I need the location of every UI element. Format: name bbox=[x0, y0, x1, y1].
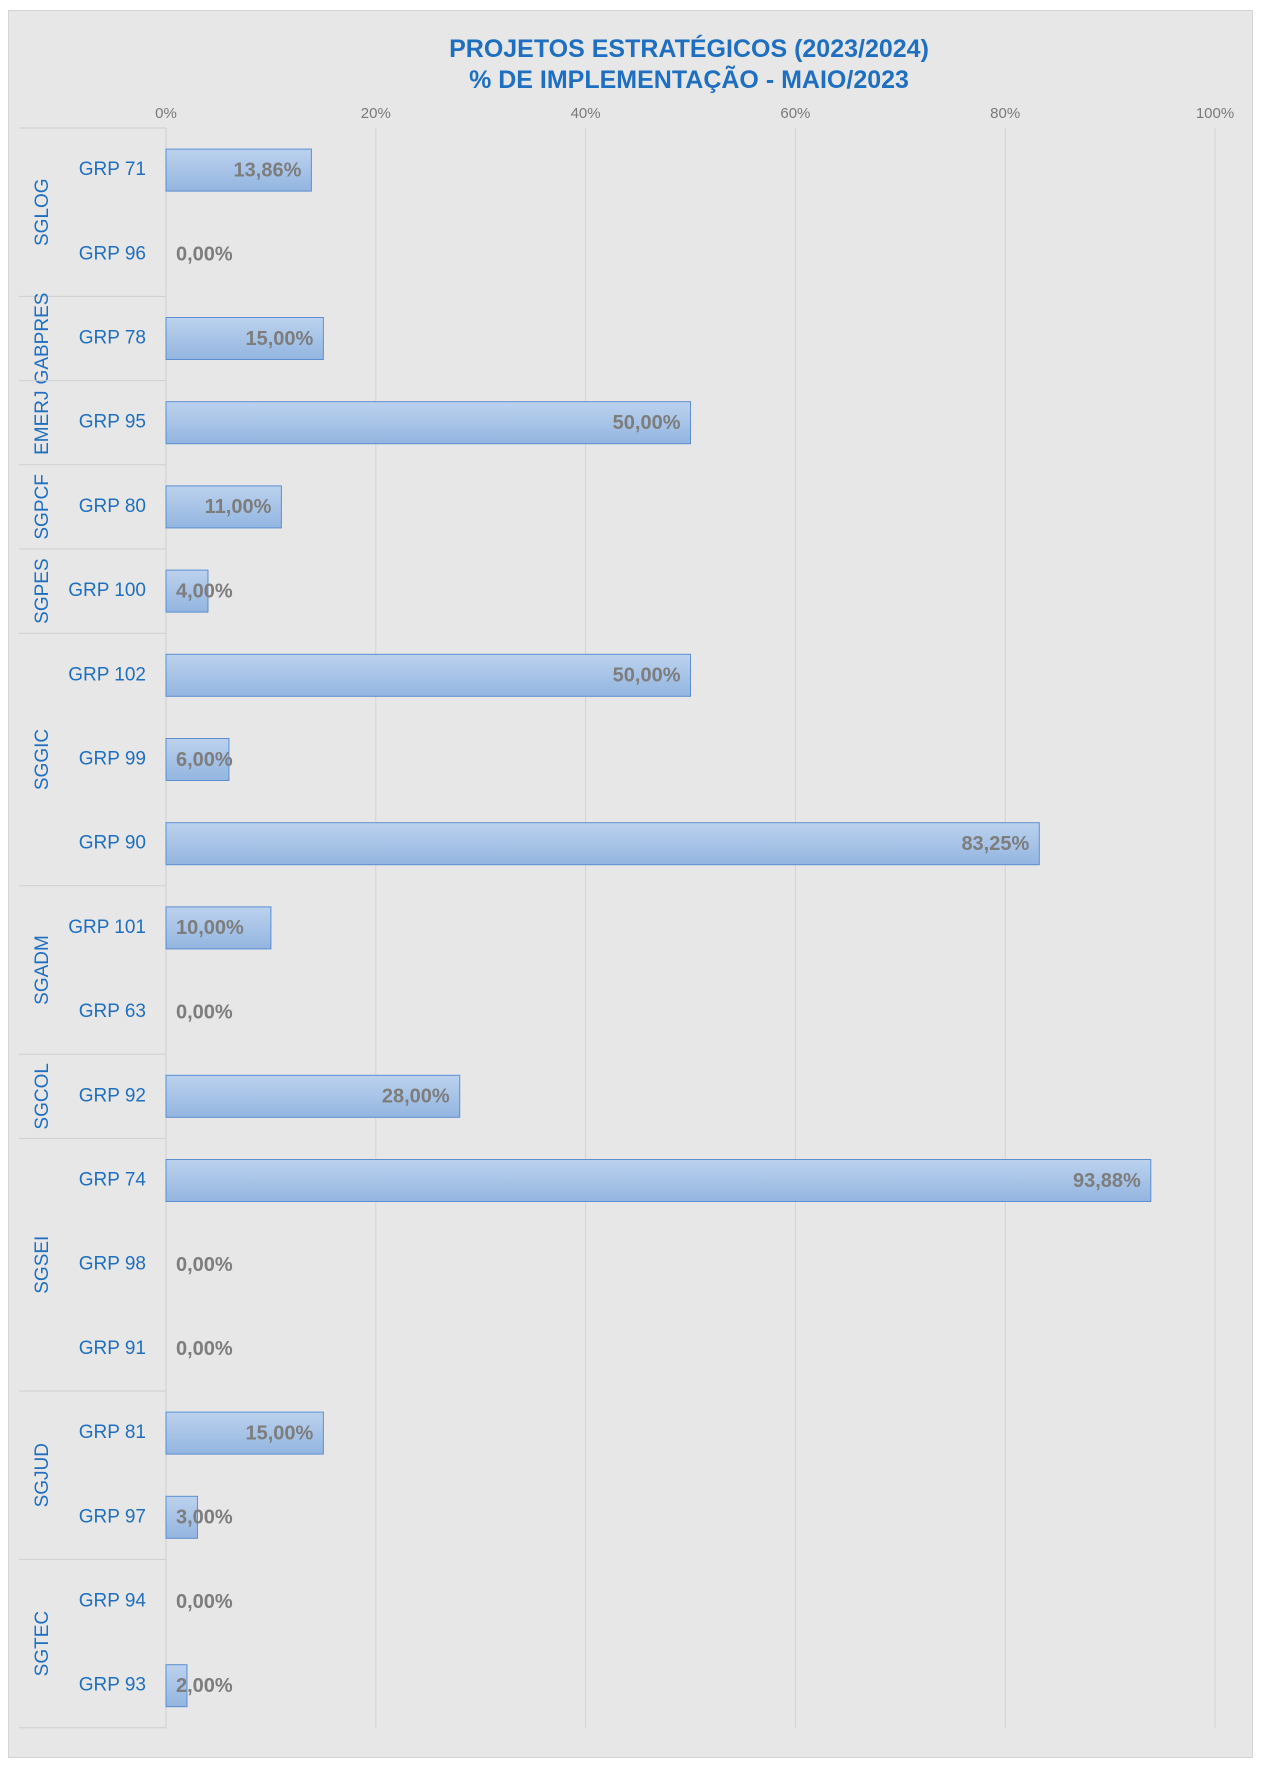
data-label: 0,00% bbox=[176, 1338, 233, 1360]
x-tick-label: 60% bbox=[780, 105, 810, 122]
group-label: SGJUD bbox=[32, 1443, 53, 1507]
data-label: 10,00% bbox=[176, 917, 244, 939]
data-label: 28,00% bbox=[382, 1086, 450, 1108]
bar bbox=[165, 1495, 198, 1539]
category-label: GRP 99 bbox=[79, 749, 146, 770]
data-label: 50,00% bbox=[613, 665, 681, 687]
data-label: 0,00% bbox=[176, 244, 233, 266]
data-label: 2,00% bbox=[176, 1675, 233, 1697]
category-label: GRP 90 bbox=[79, 833, 146, 854]
group-label: SGTEC bbox=[32, 1611, 53, 1676]
chart-title: PROJETOS ESTRATÉGICOS (2023/2024) % DE I… bbox=[449, 34, 929, 94]
x-tick-label: 40% bbox=[571, 105, 601, 122]
bar bbox=[165, 401, 691, 445]
data-label: 4,00% bbox=[176, 580, 233, 602]
data-label: 6,00% bbox=[176, 749, 233, 771]
x-tick-label: 0% bbox=[155, 105, 177, 122]
bar bbox=[165, 653, 691, 697]
group-label: SGSEI bbox=[32, 1236, 53, 1294]
chart-title-line-1: PROJETOS ESTRATÉGICOS (2023/2024) bbox=[449, 34, 929, 63]
x-tick-label: 80% bbox=[990, 105, 1020, 122]
category-label: GRP 95 bbox=[79, 412, 146, 433]
category-label: GRP 71 bbox=[79, 159, 146, 180]
group-label: SGPCF bbox=[32, 474, 53, 539]
category-label: GRP 80 bbox=[79, 496, 146, 517]
category-label: GRP 93 bbox=[79, 1675, 146, 1696]
data-label: 93,88% bbox=[1073, 1170, 1141, 1192]
category-label: GRP 101 bbox=[68, 917, 146, 938]
bar bbox=[165, 1074, 461, 1118]
category-label: GRP 100 bbox=[68, 580, 146, 601]
chart-frame: PROJETOS ESTRATÉGICOS (2023/2024) % DE I… bbox=[8, 10, 1253, 1758]
category-label: GRP 98 bbox=[79, 1254, 146, 1275]
bar bbox=[165, 1664, 188, 1708]
bar bbox=[165, 1411, 324, 1455]
category-label: GRP 74 bbox=[79, 1170, 147, 1191]
group-label: SGGIC bbox=[32, 729, 53, 790]
group-label: SGLOG bbox=[32, 178, 53, 246]
bar bbox=[165, 148, 312, 192]
x-axis-ticks: 0% 20% 40% 60% 80% 100% bbox=[155, 105, 1234, 122]
data-label: 50,00% bbox=[613, 412, 681, 434]
x-tick-label: 20% bbox=[361, 105, 391, 122]
group-label: SGPES bbox=[32, 558, 53, 623]
data-label: 0,00% bbox=[176, 1254, 233, 1276]
group-labels: SGLOG GABPRES EMERJ SGPCF SGPES SGGIC SGADM SGC… bbox=[19, 127, 166, 1729]
category-label: GRP 92 bbox=[79, 1085, 146, 1106]
group-label: SGADM bbox=[32, 935, 53, 1005]
category-label: GRP 94 bbox=[79, 1591, 147, 1612]
bar bbox=[165, 317, 324, 360]
bars: GRP 71 13,86% GRP 96 0,00% GRP 78 15,00% GRP 9… bbox=[68, 148, 1152, 1708]
bar bbox=[165, 906, 272, 950]
group-label: GABPRES bbox=[32, 293, 53, 385]
data-label: 3,00% bbox=[176, 1507, 233, 1529]
category-label: GRP 63 bbox=[79, 1001, 146, 1022]
data-label: 11,00% bbox=[205, 496, 272, 518]
bar bbox=[165, 569, 209, 613]
data-label: 13,86% bbox=[234, 159, 302, 181]
bar bbox=[165, 738, 230, 781]
category-label: GRP 96 bbox=[79, 243, 146, 264]
x-tick-label: 100% bbox=[1196, 105, 1234, 122]
category-label: GRP 78 bbox=[79, 328, 146, 349]
data-label: 0,00% bbox=[176, 1001, 233, 1023]
group-label: SGCOL bbox=[32, 1063, 53, 1130]
category-label: GRP 91 bbox=[79, 1338, 146, 1359]
category-label: GRP 102 bbox=[68, 664, 146, 685]
category-label: GRP 97 bbox=[79, 1506, 146, 1527]
data-label: 15,00% bbox=[246, 1422, 314, 1444]
bar bbox=[165, 1159, 1152, 1202]
bar bbox=[165, 485, 282, 529]
data-label: 0,00% bbox=[176, 1591, 233, 1613]
bar bbox=[165, 822, 1040, 866]
data-label: 15,00% bbox=[246, 328, 314, 350]
chart: PROJETOS ESTRATÉGICOS (2023/2024) % DE I… bbox=[19, 34, 1234, 1729]
data-label: 83,25% bbox=[961, 833, 1029, 855]
group-label: EMERJ bbox=[32, 390, 53, 454]
chart-title-line-2: % DE IMPLEMENTAÇÃO - MAIO/2023 bbox=[469, 64, 909, 94]
grid bbox=[165, 128, 1216, 1728]
category-label: GRP 81 bbox=[79, 1422, 146, 1443]
